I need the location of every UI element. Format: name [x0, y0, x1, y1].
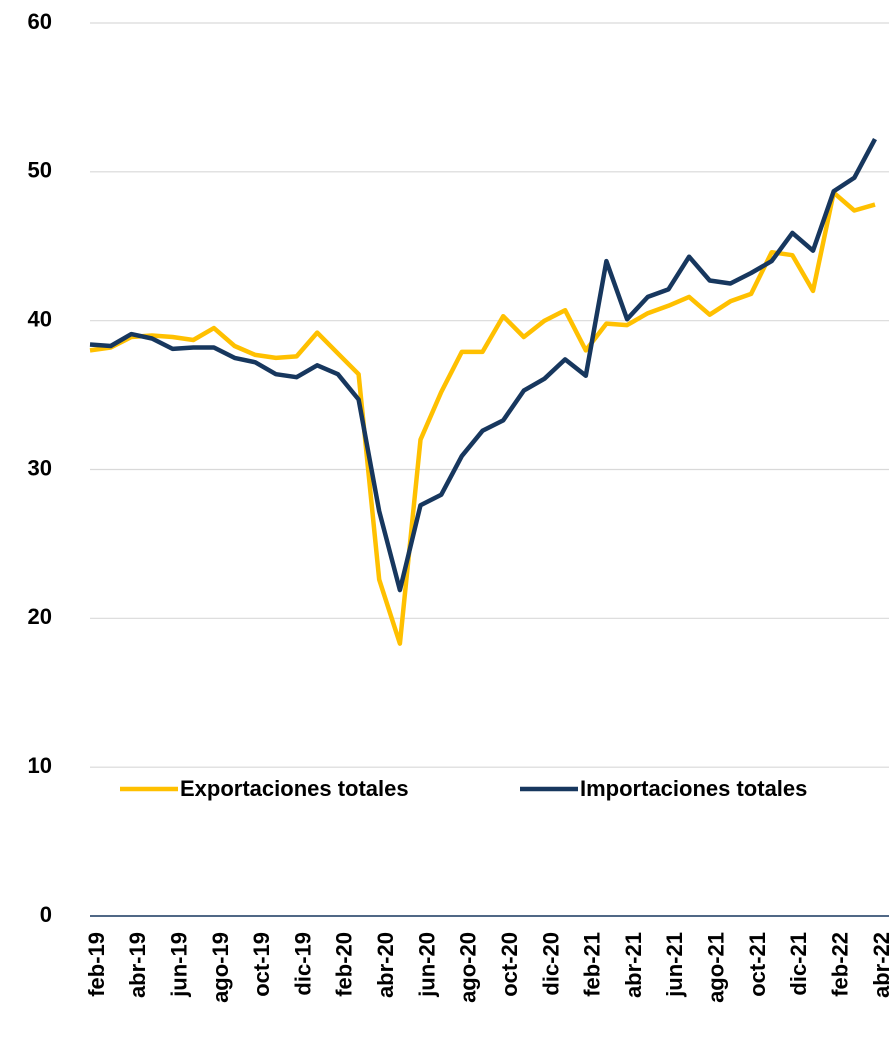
- series-line: [89, 190, 876, 646]
- x-tick-label: oct-19: [249, 932, 274, 997]
- x-tick-label: dic-21: [786, 932, 811, 996]
- y-tick-label: 0: [40, 902, 52, 927]
- x-tick-label: jun-20: [414, 932, 439, 998]
- x-tick-label: feb-19: [84, 932, 109, 997]
- y-tick-label: 40: [28, 306, 52, 331]
- y-tick-label: 30: [28, 455, 52, 480]
- x-tick-label: abr-21: [621, 932, 646, 998]
- x-tick-label: feb-21: [580, 932, 605, 997]
- x-tick-label: abr-19: [125, 932, 150, 998]
- x-tick-label: dic-19: [290, 932, 315, 996]
- x-tick-label: oct-21: [745, 932, 770, 997]
- x-tick-label: abr-20: [373, 932, 398, 998]
- x-tick-label: jun-21: [662, 932, 687, 998]
- y-tick-label: 60: [28, 9, 52, 34]
- legend-label: Exportaciones totales: [180, 776, 409, 801]
- grid: 0 10 20 30 40 50 60 feb-19 abr-19 jun-19 ago-19 oct…: [28, 9, 889, 1003]
- x-tick-label: jun-19: [166, 932, 191, 998]
- x-tick-label: abr-22: [869, 932, 889, 998]
- series-line: [89, 138, 877, 593]
- x-tick-label: ago-21: [704, 932, 729, 1003]
- legend-label: Importaciones totales: [580, 776, 807, 801]
- x-tick-label: feb-20: [332, 932, 357, 997]
- y-tick-label: 20: [28, 604, 52, 629]
- y-tick-label: 10: [28, 753, 52, 778]
- plot-lines: [89, 138, 877, 646]
- x-tick-label: ago-19: [208, 932, 233, 1003]
- y-tick-label: 50: [28, 158, 52, 183]
- x-tick-label: dic-20: [538, 932, 563, 996]
- legend: Exportaciones totales Importaciones total…: [112, 768, 872, 810]
- x-tick-label: feb-22: [827, 932, 852, 997]
- x-tick-label: oct-20: [497, 932, 522, 997]
- x-tick-label: ago-20: [456, 932, 481, 1003]
- legend-background: [112, 768, 872, 810]
